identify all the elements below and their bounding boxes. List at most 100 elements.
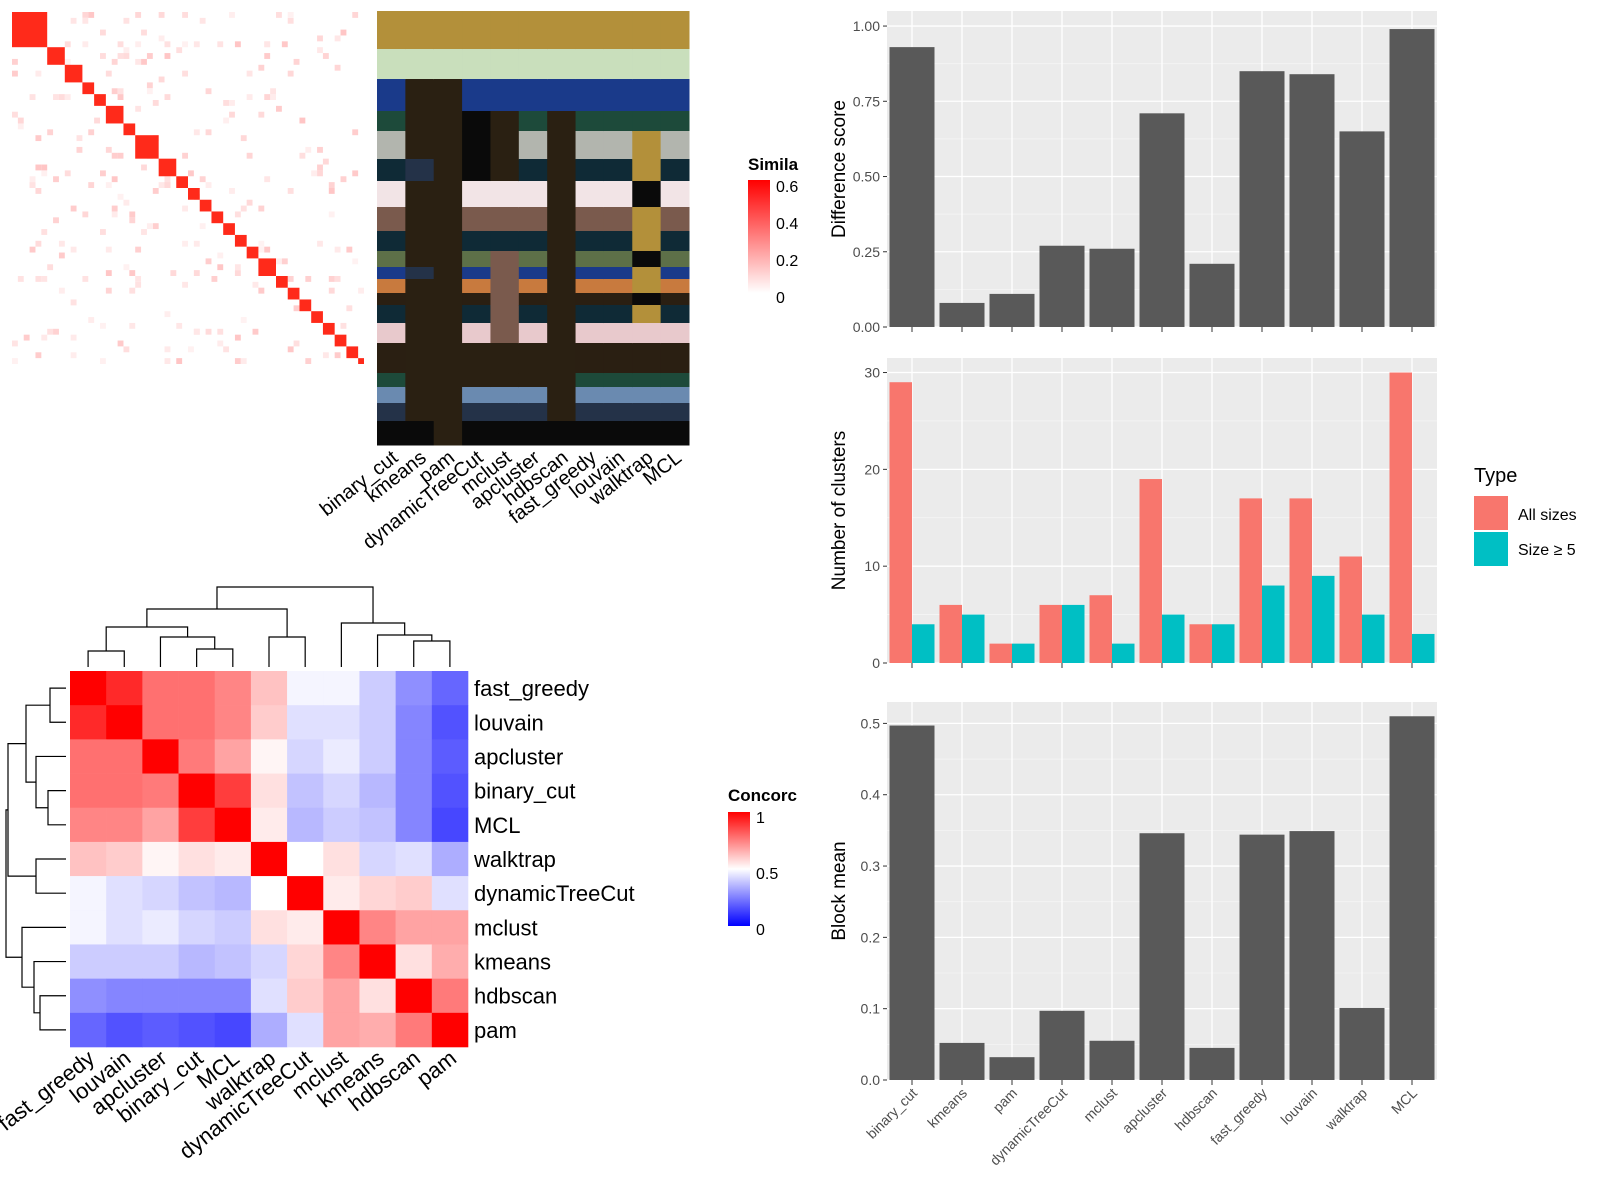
assignment-cell-apcluster (518, 49, 548, 80)
y-tick-label: 10 (864, 558, 880, 574)
x-tick-label: mclust (1080, 1085, 1120, 1125)
assignment-cell-apcluster (518, 79, 548, 112)
concordance-cell (431, 876, 469, 911)
assignment-cell-apcluster (518, 323, 548, 344)
legend-key-all-sizes (1474, 496, 1508, 530)
assignment-cell-mclust (490, 49, 520, 80)
concordance-cell (431, 671, 469, 706)
assignment-cell-mclust (490, 343, 520, 374)
dendrogram-branch (39, 995, 66, 1031)
similarity-legend-tick: 0.4 (776, 216, 798, 233)
assignment-cell-kmeans (405, 403, 435, 422)
similarity-cell (182, 152, 188, 159)
assignment-cell-binary_cut (377, 251, 406, 268)
similarity-cell (276, 258, 282, 265)
similarity-cell (105, 146, 112, 153)
assignment-cell-binary_cut (377, 181, 406, 208)
similarity-legend: Simila 0.6 0.4 0.2 0 (748, 155, 799, 307)
concordance-cell (431, 910, 469, 945)
assignment-cell-binary_cut (377, 305, 406, 324)
concordance-cell (178, 739, 216, 774)
concordance-cell (250, 739, 288, 774)
similarity-cell (12, 70, 18, 77)
assignment-cell-louvain (603, 131, 633, 160)
assignment-cell-louvain (603, 421, 633, 446)
similarity-cell (305, 276, 312, 282)
assignment-cell-MCL (660, 343, 690, 374)
concordance-cell (359, 773, 396, 809)
concordance-cell (142, 841, 179, 877)
similarity-cell (205, 129, 212, 136)
concordance-cell (214, 876, 252, 911)
similarity-cell (223, 100, 230, 106)
assignment-cell-fast_greedy (575, 305, 605, 324)
concordance-cell (250, 671, 288, 706)
bar (1189, 1047, 1235, 1080)
assignment-cell-walktrap (632, 181, 662, 208)
similarity-cell (305, 358, 312, 364)
assignment-cell-hdbscan (547, 293, 577, 306)
concordance-column-labels: fast_greedylouvainapclusterbinary_cutMCL… (0, 1045, 461, 1164)
concordance-cell (359, 910, 396, 945)
similarity-cell (35, 188, 42, 194)
concordance-cell (178, 1012, 216, 1048)
assignment-cell-dynamicTreeCut (462, 49, 491, 80)
concordance-cell (70, 773, 107, 809)
concordance-cell (70, 739, 107, 774)
similarity-cell (17, 123, 24, 130)
similarity-block (12, 12, 48, 48)
bar (1139, 113, 1185, 327)
concordance-row-label: binary_cut (474, 779, 576, 804)
similarity-cell (123, 47, 130, 54)
assignment-cell-fast_greedy (575, 49, 605, 80)
assignment-cell-hdbscan (547, 79, 577, 112)
dendrogram-branch (35, 858, 66, 894)
similarity-cell (17, 117, 24, 124)
concordance-cell (106, 739, 143, 774)
concordance-cell (287, 1012, 324, 1048)
similarity-cell (193, 129, 200, 136)
assignment-cell-pam (433, 49, 463, 80)
similarity-cell (88, 182, 95, 188)
similarity-cell (70, 352, 77, 359)
similarity-block (234, 234, 247, 247)
assignment-cell-binary_cut (377, 267, 406, 280)
similarity-legend-tick: 0.6 (776, 179, 798, 196)
bar (939, 302, 985, 327)
similarity-cell (129, 322, 136, 329)
assignment-cell-apcluster (518, 421, 548, 446)
assignment-cell-kmeans (405, 323, 435, 344)
concordance-cell (250, 773, 288, 809)
concordance-cell (431, 944, 469, 979)
dendrogram-branch (268, 636, 306, 667)
similarity-cell (58, 287, 65, 294)
assignment-cell-kmeans (405, 305, 435, 324)
y-tick-label: 0.4 (861, 787, 881, 803)
assignment-cell-pam (433, 267, 463, 280)
concordance-row-label: mclust (474, 915, 538, 940)
similarity-cell (111, 205, 118, 212)
similarity-cell (246, 70, 253, 77)
assignment-cell-binary_cut (377, 131, 406, 160)
assignment-cell-mclust (490, 111, 520, 132)
assignment-cell-mclust (490, 279, 520, 294)
assignment-cell-kmeans (405, 231, 435, 252)
assignment-cell-dynamicTreeCut (462, 111, 491, 132)
x-tick-label: kmeans (924, 1085, 970, 1131)
assignment-cell-apcluster (518, 111, 548, 132)
similarity-cell (334, 276, 341, 282)
assignment-cell-fast_greedy (575, 403, 605, 422)
concordance-cell (142, 671, 179, 706)
bar-all-sizes (1339, 556, 1362, 663)
assignment-cell-fast_greedy (575, 387, 605, 404)
concordance-cell (431, 773, 469, 809)
similarity-cell (117, 53, 124, 59)
similarity-cell (328, 276, 335, 282)
bar-all-sizes (989, 643, 1012, 663)
bar (1089, 1040, 1135, 1080)
assignment-cell-MCL (660, 159, 690, 182)
concordance-cell (178, 841, 216, 877)
assignment-cell-mclust (490, 293, 520, 306)
similarity-cell (188, 170, 194, 177)
concordance-cell (250, 1012, 288, 1048)
